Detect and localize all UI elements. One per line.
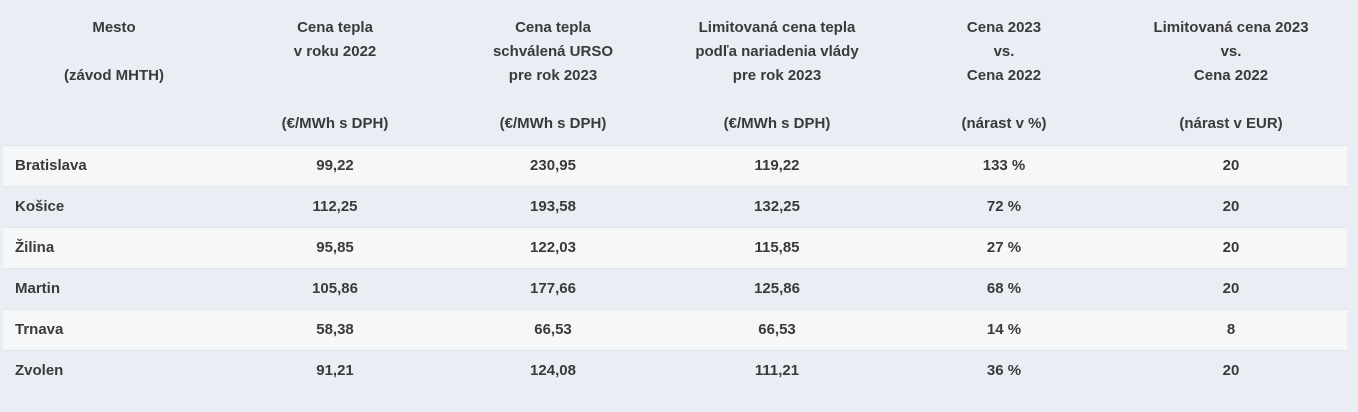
cell: 99,22 — [316, 157, 354, 174]
header-unit: (nárast v EUR) — [1179, 115, 1283, 132]
cell: 111,21 — [754, 362, 800, 379]
cell: 105,86 — [312, 280, 358, 297]
table-row: Bratislava 99,22 230,95 119,22 133 % 20 — [3, 145, 1347, 187]
cell: Košice — [15, 198, 65, 215]
table-row: Trnava 58,38 66,53 66,53 14 % 8 — [3, 309, 1347, 351]
header-text: Cena 2023 — [966, 19, 1042, 36]
cell: 95,85 — [316, 239, 354, 256]
cell: 132,25 — [754, 198, 800, 215]
header-text: schválená URSO — [492, 43, 614, 60]
cell: Žilina — [15, 239, 55, 256]
cell: 91,21 — [316, 362, 354, 379]
cell: 112,25 — [312, 198, 358, 215]
header-text: v roku 2022 — [293, 43, 377, 60]
cell: 20 — [1222, 362, 1240, 379]
table-row: Košice 112,25 193,58 132,25 72 % 20 — [3, 186, 1347, 228]
cell: 177,66 — [530, 280, 576, 297]
cell: Bratislava — [15, 157, 87, 174]
header-unit: (€/MWh s DPH) — [499, 115, 607, 132]
cell: 68 % — [986, 280, 1022, 297]
cell: 36 % — [986, 362, 1022, 379]
header-text: Mesto — [92, 19, 136, 36]
cell: 8 — [1226, 321, 1236, 338]
cell: 20 — [1222, 157, 1240, 174]
header-text: Cena 2022 — [1193, 67, 1269, 84]
cell: 58,38 — [316, 321, 354, 338]
cell: 193,58 — [530, 198, 576, 215]
cell: 20 — [1222, 198, 1240, 215]
cell: 115,85 — [754, 239, 800, 256]
table-row: Zvolen 91,21 124,08 111,21 36 % 20 — [3, 350, 1347, 392]
header-text: Limitovaná cena tepla — [698, 19, 856, 36]
table-row: Žilina 95,85 122,03 115,85 27 % 20 — [3, 227, 1347, 269]
header-text: podľa nariadenia vlády — [695, 43, 859, 60]
table-row: Martin 105,86 177,66 125,86 68 % 20 — [3, 268, 1347, 310]
cell: 20 — [1222, 239, 1240, 256]
header-text: pre rok 2023 — [508, 67, 598, 84]
cell: Martin — [15, 280, 60, 297]
cell: Zvolen — [15, 362, 64, 379]
header-text: Cena tepla — [515, 19, 591, 36]
cell: 20 — [1222, 280, 1240, 297]
cell: 14 % — [986, 321, 1022, 338]
header-text: Limitovaná cena 2023 — [1153, 19, 1309, 36]
cell: 66,53 — [758, 321, 796, 338]
cell: Trnava — [15, 321, 64, 338]
header-text: Cena tepla — [297, 19, 373, 36]
cell: 122,03 — [530, 239, 576, 256]
cell: 27 % — [986, 239, 1022, 256]
cell: 124,08 — [530, 362, 576, 379]
cell: 133 % — [982, 157, 1026, 174]
cell: 119,22 — [754, 157, 800, 174]
header-unit: (nárast v %) — [961, 115, 1047, 132]
header-text: pre rok 2023 — [732, 67, 822, 84]
header-note: (závod MHTH) — [64, 67, 164, 84]
cell: 125,86 — [754, 280, 800, 297]
cell: 66,53 — [534, 321, 572, 338]
header-text: vs. — [993, 43, 1015, 60]
header-unit: (€/MWh s DPH) — [281, 115, 389, 132]
header-unit: (€/MWh s DPH) — [723, 115, 831, 132]
header-text: Cena 2022 — [966, 67, 1042, 84]
cell: 72 % — [986, 198, 1022, 215]
cell: 230,95 — [530, 157, 576, 174]
header-text: vs. — [1220, 43, 1242, 60]
